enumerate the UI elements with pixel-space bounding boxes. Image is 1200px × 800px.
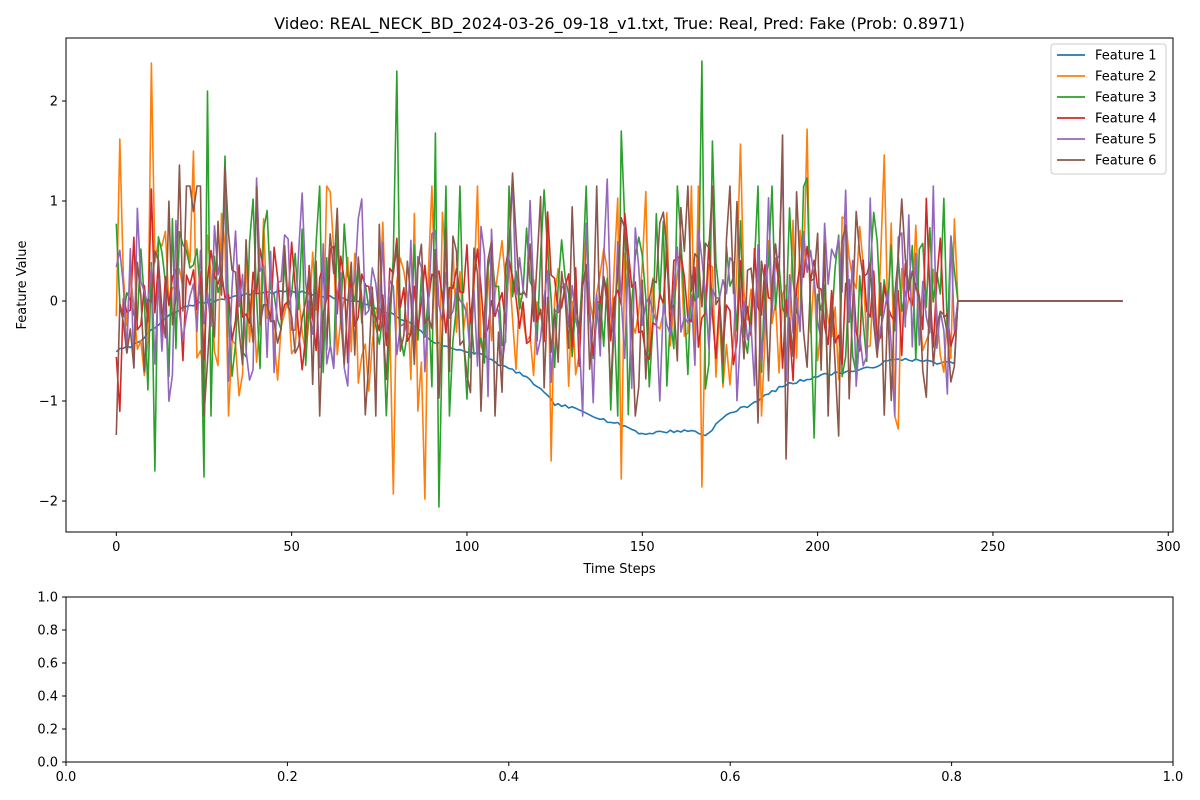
x-tick-label: 0.6 bbox=[720, 770, 741, 785]
legend-label: Feature 3 bbox=[1095, 91, 1157, 106]
y-tick-label: −1 bbox=[39, 395, 58, 410]
plot-lines bbox=[115, 60, 1123, 508]
legend-label: Feature 4 bbox=[1095, 112, 1157, 127]
y-tick-label: 2 bbox=[50, 95, 58, 110]
x-tick-label: 0.4 bbox=[498, 770, 519, 785]
legend: Feature 1 Feature 2 Feature 3 Feature 4 Feat… bbox=[1050, 43, 1167, 175]
y-ticks: −2 −1 0 1 2 bbox=[39, 95, 66, 510]
x-tick-label: 0.0 bbox=[56, 770, 77, 785]
x-tick-label: 0.2 bbox=[277, 770, 298, 785]
y-tick-label: 0.6 bbox=[37, 657, 58, 672]
bottom-axes: 0.0 0.2 0.4 0.6 0.8 1.0 0.0 0.2 0.4 0.6 0.8 1.0 bbox=[37, 591, 1183, 786]
y-tick-label: 0.8 bbox=[37, 624, 58, 639]
series-line-5 bbox=[115, 164, 1123, 417]
bottom-axes-frame bbox=[65, 596, 1174, 763]
x-ticks: 0 50 100 150 200 250 300 bbox=[112, 532, 1181, 555]
x-tick-label: 250 bbox=[981, 540, 1006, 555]
bottom-y-ticks: 0.0 0.2 0.4 0.6 0.8 1.0 bbox=[37, 591, 66, 771]
top-axes: 0 50 100 150 200 250 300 −2 −1 0 1 2 Video: REAL_N… bbox=[15, 14, 1181, 577]
chart-title: Video: REAL_NECK_BD_2024-03-26_09-18_v1.… bbox=[274, 14, 965, 34]
y-tick-label: 0 bbox=[50, 295, 58, 310]
y-tick-label: 0.2 bbox=[37, 723, 58, 738]
x-tick-label: 0.8 bbox=[941, 770, 962, 785]
y-axis-label: Feature Value bbox=[15, 241, 30, 330]
x-tick-label: 50 bbox=[283, 540, 300, 555]
top-axes-frame bbox=[65, 37, 1174, 533]
y-tick-label: 0.0 bbox=[37, 756, 58, 771]
x-tick-label: 1.0 bbox=[1163, 770, 1184, 785]
x-tick-label: 200 bbox=[805, 540, 830, 555]
legend-label: Feature 1 bbox=[1095, 49, 1157, 64]
y-tick-label: 1.0 bbox=[37, 591, 58, 606]
bottom-x-ticks: 0.0 0.2 0.4 0.6 0.8 1.0 bbox=[56, 762, 1184, 785]
legend-label: Feature 2 bbox=[1095, 70, 1157, 85]
x-axis-label: Time Steps bbox=[582, 562, 656, 577]
y-tick-label: 0.4 bbox=[37, 690, 58, 705]
y-tick-label: −2 bbox=[39, 495, 58, 510]
series-line-6 bbox=[115, 134, 1123, 460]
y-tick-label: 1 bbox=[50, 195, 58, 210]
legend-label: Feature 5 bbox=[1095, 133, 1157, 148]
x-tick-label: 300 bbox=[1156, 540, 1181, 555]
x-tick-label: 150 bbox=[630, 540, 655, 555]
x-tick-label: 100 bbox=[455, 540, 480, 555]
legend-label: Feature 6 bbox=[1095, 154, 1157, 169]
x-tick-label: 0 bbox=[112, 540, 120, 555]
